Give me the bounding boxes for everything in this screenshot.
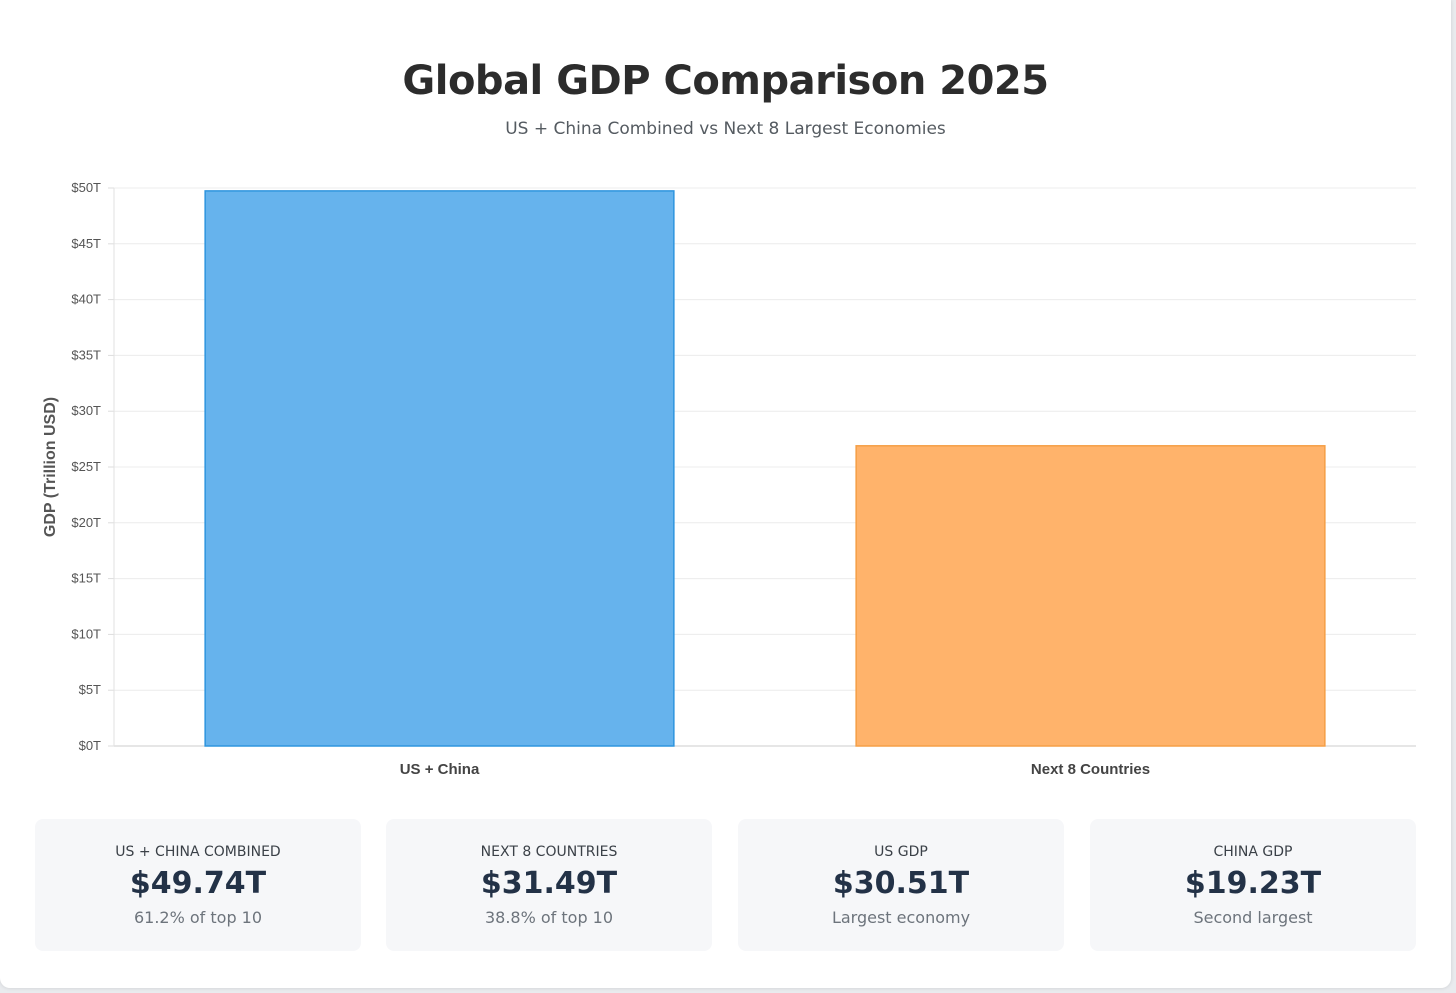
y-tick-label: $25T (71, 459, 101, 474)
stat-note: Largest economy (831, 908, 971, 927)
stats-row: US + CHINA COMBINED $49.74T 61.2% of top… (35, 819, 1417, 951)
x-category-label: US + China (400, 761, 480, 778)
stat-label: US + CHINA COMBINED (115, 844, 281, 860)
stat-value: $30.51T (832, 866, 970, 901)
y-tick-label: $0T (79, 738, 101, 753)
bar-1 (855, 445, 1326, 747)
stat-card-china: CHINA GDP $19.23T Second largest (1090, 819, 1416, 951)
y-tick-label: $45T (71, 236, 101, 251)
x-category-label: Next 8 Countries (1031, 761, 1150, 778)
y-axis-title: GDP (Trillion USD) (42, 397, 59, 537)
stat-note: Second largest (1193, 908, 1313, 927)
stat-note: 38.8% of top 10 (484, 908, 614, 927)
y-tick-label: $40T (71, 292, 101, 307)
y-tick-label: $5T (79, 682, 101, 697)
bar-0 (204, 190, 675, 747)
stat-label: US GDP (874, 844, 928, 860)
stat-note: 61.2% of top 10 (133, 908, 263, 927)
y-tick-label: $20T (71, 515, 101, 530)
stat-card-next8: NEXT 8 COUNTRIES $31.49T 38.8% of top 10 (386, 819, 712, 951)
y-tick-label: $50T (71, 180, 101, 195)
stat-value: $49.74T (129, 866, 267, 901)
y-tick-label: $35T (71, 347, 101, 362)
bar-chart: $0T $5T $10T $15T $20T $25T $30T $35T $40T $45T $5… (42, 180, 1416, 778)
stat-value: $19.23T (1184, 866, 1322, 901)
y-tick-label: $15T (71, 571, 101, 586)
stat-card-us: US GDP $30.51T Largest economy (738, 819, 1064, 951)
y-tick-label: $10T (71, 626, 101, 641)
chart-subtitle: US + China Combined vs Next 8 Largest Ec… (505, 119, 946, 139)
stat-value: $31.49T (480, 866, 618, 901)
chart-title: Global GDP Comparison 2025 (402, 58, 1049, 104)
stat-label: NEXT 8 COUNTRIES (480, 844, 618, 860)
stat-card-combined: US + CHINA COMBINED $49.74T 61.2% of top… (35, 819, 361, 951)
y-tick-label: $30T (71, 403, 101, 418)
stat-label: CHINA GDP (1213, 844, 1293, 860)
